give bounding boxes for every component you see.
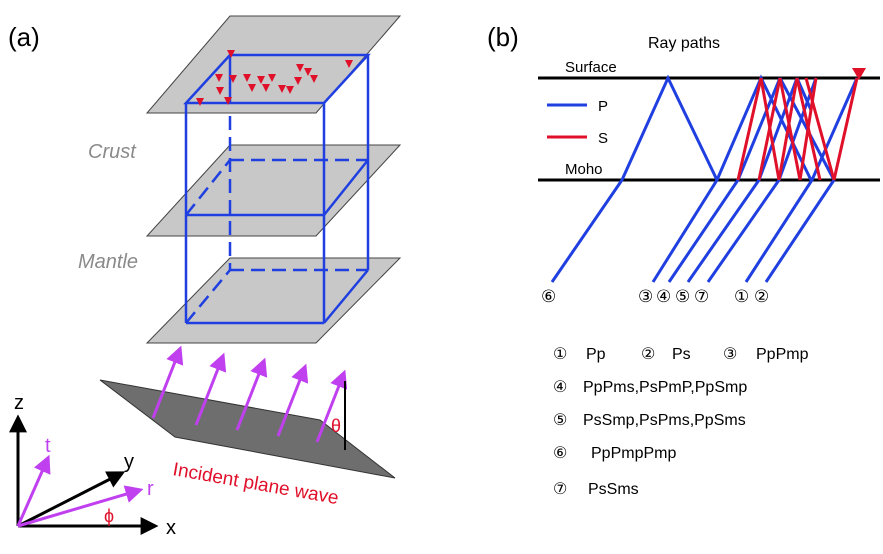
phase-name: PpPms,PsPmP,PpSmp xyxy=(583,379,747,396)
phase-num: ④ xyxy=(553,379,567,396)
station-marker xyxy=(345,60,353,68)
station-marker xyxy=(216,87,224,95)
station-marker xyxy=(268,74,276,82)
legend-s-label: S xyxy=(598,130,608,147)
wave-arrow xyxy=(151,345,184,419)
wave-arrow xyxy=(276,363,309,437)
r-axis-label: r xyxy=(147,478,154,500)
x-axis-label: x xyxy=(166,517,176,539)
panel-a: (a) xyxy=(8,15,402,539)
z-axis-label: z xyxy=(14,392,24,414)
ray-2 xyxy=(764,179,836,283)
mantle-label: Mantle xyxy=(78,251,138,273)
moho-label: Moho xyxy=(565,161,603,178)
ray-number: ⑦ xyxy=(694,287,709,306)
wave-arrows xyxy=(151,345,348,443)
stations xyxy=(196,50,353,106)
phase-name: PpPmp xyxy=(756,346,809,363)
surface-label: Surface xyxy=(565,59,617,76)
ray-3 xyxy=(651,74,813,283)
theta-label: θ xyxy=(331,416,341,436)
phase-name: PsSmp,PsPms,PpSms xyxy=(583,412,746,429)
surface-plane xyxy=(145,15,402,114)
phase-num: ① xyxy=(553,346,567,363)
station-marker xyxy=(296,64,304,72)
t-axis-label: t xyxy=(45,435,51,457)
receiver-station xyxy=(852,68,866,80)
panel-a-label: (a) xyxy=(8,22,40,52)
ray-number: ① xyxy=(734,287,749,306)
model-box-hidden-edges xyxy=(185,116,368,324)
station-marker xyxy=(294,77,302,85)
station-marker xyxy=(286,86,294,94)
y-axis xyxy=(17,471,126,528)
station-marker xyxy=(215,74,223,82)
station-marker xyxy=(248,84,256,92)
phase-name: Pp xyxy=(586,346,606,363)
ray-number: ② xyxy=(754,287,769,306)
r-axis xyxy=(17,485,144,528)
ray-number-labels: ⑥ ③ ④ ⑤ ⑦ ① ② xyxy=(541,287,769,306)
wave-arrow xyxy=(315,369,348,443)
s-rays xyxy=(736,77,859,181)
station-marker xyxy=(278,85,286,93)
station-marker xyxy=(262,84,270,92)
station-marker xyxy=(224,97,232,105)
y-axis-label: y xyxy=(124,451,134,473)
station-marker xyxy=(196,98,204,106)
wave-arrow xyxy=(194,352,227,426)
moho-plane xyxy=(145,144,402,237)
ray-paths-title: Ray paths xyxy=(648,35,720,52)
model-box xyxy=(183,53,371,325)
incident-plane xyxy=(99,379,396,479)
station-marker xyxy=(243,74,251,82)
incident-wave-label: Incident plane wave xyxy=(171,459,340,509)
phase-num: ⑥ xyxy=(553,445,567,462)
ray-6 xyxy=(550,74,719,283)
phase-num: ② xyxy=(641,346,655,363)
phase-name: PpPmpPmp xyxy=(591,445,676,462)
phase-num: ⑦ xyxy=(553,481,567,498)
ray-1 xyxy=(744,77,859,283)
station-marker xyxy=(310,75,318,83)
station-marker xyxy=(227,50,235,58)
station-marker xyxy=(257,76,265,84)
ray-number: ④ xyxy=(656,287,671,306)
station-marker xyxy=(229,75,237,83)
phase-name: PsSms xyxy=(588,481,639,498)
t-axis xyxy=(16,454,51,527)
legend-p-label: P xyxy=(598,98,608,115)
panel-b: (b) Ray paths Surface Moho P S xyxy=(487,22,880,498)
phase-list: ① Pp ② Ps ③ PpPmp ④ PpPms,PsPmP,PpSmp ⑤ … xyxy=(553,346,809,498)
coordinate-axes: z x y r t ϕ xyxy=(9,392,176,539)
panel-b-label: (b) xyxy=(487,22,519,52)
phase-num: ⑤ xyxy=(553,412,567,429)
crust-label: Crust xyxy=(88,141,137,163)
phase-name: Ps xyxy=(672,346,691,363)
ray-number: ⑥ xyxy=(541,287,556,306)
wave-arrow xyxy=(235,357,268,431)
phase-num: ③ xyxy=(723,346,737,363)
phi-label: ϕ xyxy=(104,506,114,526)
ray-number: ⑤ xyxy=(675,287,690,306)
station-marker xyxy=(304,68,312,76)
ray-number: ③ xyxy=(638,287,653,306)
